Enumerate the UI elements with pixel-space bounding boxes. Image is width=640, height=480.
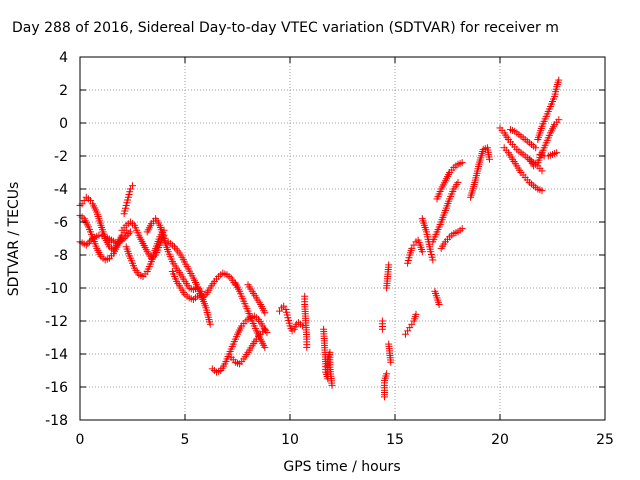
y-tick-label: -18	[45, 413, 68, 429]
data-point	[387, 358, 395, 366]
series-track-25	[431, 144, 493, 308]
data-point	[85, 238, 93, 246]
series-track-18	[378, 261, 395, 401]
data-point	[458, 159, 466, 167]
data-point	[299, 322, 307, 330]
data-point	[458, 225, 466, 233]
data-point	[454, 178, 462, 186]
x-tick-label: 5	[181, 432, 190, 448]
y-tick-label: -14	[45, 347, 68, 363]
data-point	[82, 241, 90, 249]
data-point	[553, 149, 561, 157]
series-track-16	[301, 292, 311, 351]
y-tick-label: -10	[45, 281, 68, 297]
data-point	[555, 76, 563, 84]
series-track-26	[496, 124, 546, 175]
y-tick-label: 0	[59, 116, 68, 132]
series-track-23	[433, 159, 466, 203]
data-point	[198, 287, 206, 295]
data-point	[261, 343, 269, 351]
series-track-10	[198, 269, 239, 302]
series-track-20	[404, 236, 426, 267]
y-tick-label: -2	[54, 149, 68, 165]
x-tick-label: 15	[386, 432, 404, 448]
series-track-8	[164, 238, 214, 328]
y-axis-label: SDTVAR / TECUs	[6, 182, 22, 297]
x-axis-label: GPS time / hours	[283, 459, 400, 475]
data-point	[95, 231, 103, 239]
data-point	[206, 320, 214, 328]
series-track-27	[500, 144, 546, 195]
series-track-13	[231, 279, 269, 351]
data-point	[123, 231, 131, 239]
data-point	[87, 236, 95, 244]
data-point	[125, 230, 133, 238]
data-point	[412, 310, 420, 318]
series-track-19	[402, 310, 420, 338]
data-point	[303, 343, 311, 351]
x-tick-label: 20	[491, 432, 509, 448]
data-point	[383, 370, 391, 378]
y-tick-label: -8	[54, 248, 68, 264]
series-track-15	[276, 302, 307, 335]
data-point	[261, 325, 269, 333]
axes: 0 5 10 15 20 25 -18 -16 -14 -12 -10 -8 -6 -4 -2 0 2 4	[45, 50, 614, 448]
data-point	[429, 256, 437, 264]
data-point	[538, 187, 546, 195]
series-track-14	[244, 281, 269, 317]
series-track-31	[536, 149, 561, 160]
series-track-4	[120, 182, 136, 218]
series-track-24	[437, 225, 466, 252]
data-point	[435, 301, 443, 308]
x-tick-label: 25	[596, 432, 614, 448]
data-point	[261, 309, 269, 317]
data-point	[122, 233, 130, 241]
series-track-9	[168, 268, 206, 304]
data-point	[418, 248, 426, 256]
data-point	[120, 235, 128, 242]
data-point	[538, 167, 546, 175]
data-point	[486, 155, 493, 163]
series-track-28	[507, 126, 540, 152]
grid-lines	[80, 57, 605, 420]
series-track-22	[429, 178, 462, 246]
x-tick-label: 10	[281, 432, 299, 448]
data-point	[84, 239, 92, 247]
y-tick-label: -4	[54, 182, 68, 198]
chart-title: Day 288 of 2016, Sidereal Day-to-day VTE…	[12, 20, 559, 36]
data-point	[555, 116, 563, 124]
y-tick-label: -16	[45, 380, 68, 396]
x-tick-label: 0	[76, 432, 85, 448]
data-point	[129, 182, 136, 190]
series-track-3	[76, 228, 134, 249]
data-point	[385, 261, 393, 269]
series-track-6	[122, 226, 168, 280]
y-tick-label: -12	[45, 314, 68, 330]
series-track-21	[418, 215, 437, 264]
y-tick-label: -6	[54, 215, 68, 231]
y-tick-label: 4	[59, 50, 68, 66]
series-track-17	[320, 325, 336, 389]
y-tick-label: 2	[59, 83, 68, 99]
plot-frame	[79, 56, 606, 421]
data-point	[378, 325, 386, 333]
data-point	[532, 144, 540, 152]
data-point	[328, 381, 336, 389]
series-track-11	[208, 312, 271, 376]
data-point	[126, 228, 134, 236]
data-points	[76, 76, 563, 401]
data-point	[98, 232, 106, 240]
series-track-30	[534, 76, 563, 143]
